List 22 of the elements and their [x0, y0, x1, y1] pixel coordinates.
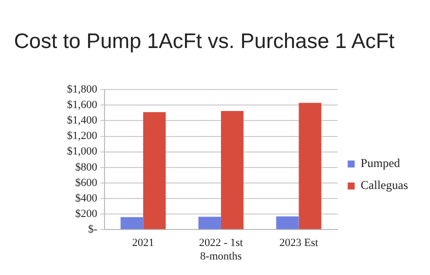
y-tick-label: $1,200: [67, 130, 98, 142]
chart-title: Cost to Pump 1AcFt vs. Purchase 1 AcFt: [14, 30, 394, 54]
bar: [298, 102, 322, 230]
legend-label: Pumped: [360, 156, 400, 170]
bar: [120, 217, 144, 230]
bar: [220, 110, 244, 230]
y-tick-label: $1,000: [67, 146, 98, 158]
legend-label: Calleguas: [360, 178, 408, 192]
y-tick-label: $600: [75, 176, 98, 189]
y-tick-label: $1,600: [67, 99, 98, 112]
y-tick-label: $-: [88, 223, 98, 236]
x-tick-label: 2021: [132, 237, 154, 250]
bar: [198, 216, 221, 230]
y-tick-label: $1,800: [67, 83, 98, 96]
bar: [143, 112, 166, 230]
x-tick-label: 2023 Est: [279, 237, 318, 250]
x-tick-label: 2022 - 1st 8-months: [198, 237, 243, 262]
bar: [276, 216, 299, 230]
y-tick-label: $200: [75, 208, 98, 220]
y-tick-label: $800: [75, 161, 98, 174]
y-tick-label: $1,400: [67, 114, 98, 127]
y-tick-label: $400: [75, 192, 98, 204]
